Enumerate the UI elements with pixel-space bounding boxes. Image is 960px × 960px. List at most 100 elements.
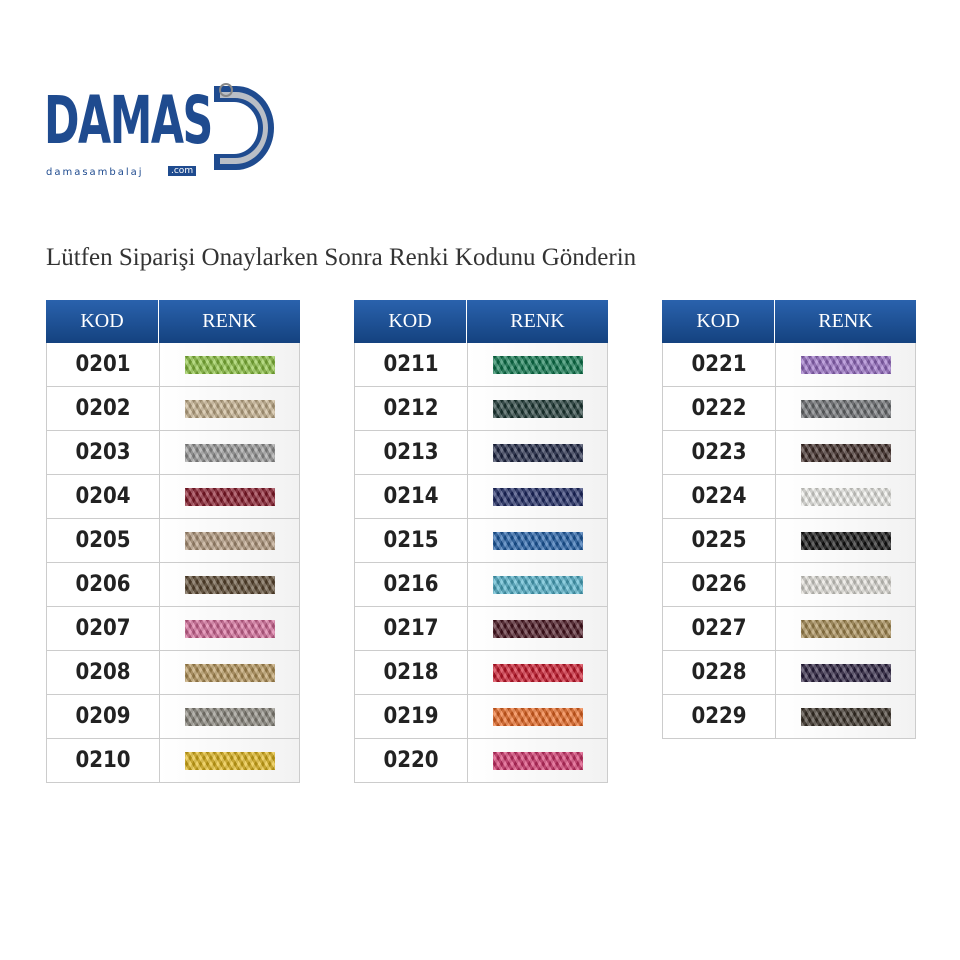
table-header: KOD RENK [46, 300, 300, 343]
swatch-cell [468, 475, 607, 518]
table-row: 0222 [662, 387, 916, 431]
color-swatch [492, 619, 583, 638]
table-row: 0225 [662, 519, 916, 563]
code-cell: 0208 [47, 651, 160, 694]
swatch-cell [160, 563, 299, 606]
swatch-cell [776, 475, 915, 518]
code-cell: 0201 [47, 343, 160, 386]
color-swatch [800, 619, 891, 638]
code-cell: 0206 [47, 563, 160, 606]
color-swatch [492, 443, 583, 462]
code-cell: 0211 [355, 343, 468, 386]
header-cell: RENK [510, 310, 565, 332]
swatch-cell [160, 607, 299, 650]
swatch-cell [160, 695, 299, 738]
color-swatch [184, 487, 275, 506]
table-row: 0218 [354, 651, 608, 695]
swatch-cell [468, 607, 607, 650]
code-cell: 0221 [663, 343, 776, 386]
code-cell: 0212 [355, 387, 468, 430]
logo-tld: .com [168, 166, 197, 176]
color-swatch [800, 575, 891, 594]
header-cell: KOD [46, 300, 159, 343]
swatch-cell [776, 651, 915, 694]
color-swatch [184, 751, 275, 770]
table-row: 0214 [354, 475, 608, 519]
code-cell: 0207 [47, 607, 160, 650]
code-cell: 0227 [663, 607, 776, 650]
swatch-cell [776, 563, 915, 606]
swatch-cell [160, 431, 299, 474]
color-swatch [492, 487, 583, 506]
table-row: 0202 [46, 387, 300, 431]
table-row: 0204 [46, 475, 300, 519]
table-row: 0227 [662, 607, 916, 651]
table-row: 0220 [354, 739, 608, 783]
color-table: KOD RENK 0211 0212 0213 0214 0215 0216 0217 0218 0… [354, 300, 608, 783]
header-cell: RENK [202, 310, 257, 332]
color-swatch [492, 663, 583, 682]
color-swatch [492, 531, 583, 550]
swatch-cell [160, 343, 299, 386]
title: Lütfen Siparişi Onaylarken Sonra Renki K… [46, 244, 637, 271]
table-row: 0211 [354, 343, 608, 387]
logo-name: DAMAS [44, 82, 213, 159]
color-table: KOD RENK 0201 0202 0203 0204 0205 0206 0207 0208 0… [46, 300, 300, 783]
code-cell: 0215 [355, 519, 468, 562]
header-cell: KOD [662, 300, 775, 343]
logo-site: damasambalaj [46, 167, 144, 178]
table-row: 0210 [46, 739, 300, 783]
color-table: KOD RENK 0221 0222 0223 0224 0225 0226 0227 0228 0… [662, 300, 916, 739]
swatch-cell [468, 695, 607, 738]
table-row: 0224 [662, 475, 916, 519]
color-swatch [184, 575, 275, 594]
swatch-cell [468, 651, 607, 694]
code-cell: 0229 [663, 695, 776, 738]
code-cell: 0209 [47, 695, 160, 738]
table-row: 0215 [354, 519, 608, 563]
code-cell: 0213 [355, 431, 468, 474]
code-cell: 0223 [663, 431, 776, 474]
code-cell: 0228 [663, 651, 776, 694]
table-row: 0209 [46, 695, 300, 739]
table-row: 0219 [354, 695, 608, 739]
swatch-cell [468, 519, 607, 562]
code-cell: 0220 [355, 739, 468, 782]
color-swatch [800, 707, 891, 726]
color-swatch [184, 619, 275, 638]
table-row: 0228 [662, 651, 916, 695]
table-header: KOD RENK [662, 300, 916, 343]
color-swatch [184, 355, 275, 374]
code-cell: 0203 [47, 431, 160, 474]
table-row: 0207 [46, 607, 300, 651]
code-cell: 0218 [355, 651, 468, 694]
table-row: 0223 [662, 431, 916, 475]
code-cell: 0205 [47, 519, 160, 562]
table-row: 0205 [46, 519, 300, 563]
color-swatch [492, 399, 583, 418]
table-row: 0201 [46, 343, 300, 387]
code-cell: 0224 [663, 475, 776, 518]
code-cell: 0216 [355, 563, 468, 606]
table-row: 0226 [662, 563, 916, 607]
swatch-cell [468, 563, 607, 606]
code-cell: 0225 [663, 519, 776, 562]
swatch-cell [468, 739, 607, 782]
color-swatch [492, 707, 583, 726]
code-cell: 0226 [663, 563, 776, 606]
swatch-cell [776, 519, 915, 562]
code-cell: 0222 [663, 387, 776, 430]
swatch-cell [160, 651, 299, 694]
table-row: 0229 [662, 695, 916, 739]
code-cell: 0210 [47, 739, 160, 782]
code-cell: 0204 [47, 475, 160, 518]
table-row: 0206 [46, 563, 300, 607]
color-swatch [492, 355, 583, 374]
table-row: 0208 [46, 651, 300, 695]
table-row: 0217 [354, 607, 608, 651]
swatch-cell [468, 343, 607, 386]
code-cell: 0214 [355, 475, 468, 518]
logo-mark [214, 83, 274, 170]
swatch-cell [776, 431, 915, 474]
